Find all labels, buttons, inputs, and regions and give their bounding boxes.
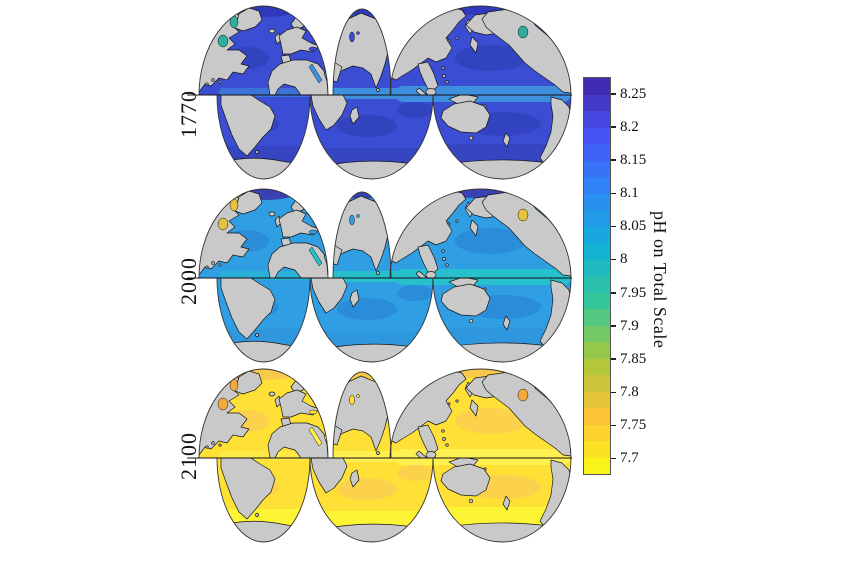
colorbar-band [584, 457, 610, 474]
colorbar-band [584, 144, 610, 161]
colorbar-band [584, 193, 610, 210]
colorbar-tick-label: 8.25 [620, 85, 647, 102]
colorbar-band [584, 160, 610, 177]
colorbar-band [584, 441, 610, 458]
colorbar-band [584, 276, 610, 293]
colorbar-tick-label: 8.1 [620, 185, 639, 202]
colorbar-tick-mark [611, 391, 616, 394]
colorbar-tick-label: 7.75 [620, 417, 647, 434]
colorbar [583, 77, 611, 475]
colorbar-tick-mark [611, 126, 616, 128]
colorbar-band [584, 408, 610, 425]
colorbar-band [584, 375, 610, 392]
colorbar-band [584, 292, 610, 309]
colorbar-band [584, 177, 610, 194]
colorbar-band [584, 325, 610, 342]
colorbar-band [584, 94, 610, 111]
colorbar-tick-label: 7.95 [620, 284, 647, 301]
colorbar-tick-mark [611, 159, 616, 161]
colorbar-tick-label: 7.7 [620, 450, 639, 467]
map-panel-2100 [187, 364, 572, 545]
colorbar-tick-mark [611, 192, 616, 195]
colorbar-band [584, 127, 610, 144]
colorbar-band [584, 259, 610, 276]
colorbar-tick-mark [611, 325, 616, 327]
map-panel-2000 [187, 184, 572, 365]
colorbar-band [584, 342, 610, 359]
colorbar-tick-mark [611, 225, 616, 228]
colorbar-tick-label: 8.2 [620, 118, 639, 135]
colorbar-tick-mark [611, 424, 616, 427]
colorbar-tick-mark [611, 358, 616, 360]
colorbar-band [584, 358, 610, 375]
colorbar-tick-mark [611, 457, 616, 460]
colorbar-tick-label: 7.8 [620, 384, 639, 401]
colorbar-band [584, 309, 610, 326]
world-maps [185, 0, 575, 566]
colorbar-band [584, 243, 610, 260]
colorbar-tick-mark [611, 93, 616, 95]
colorbar-band [584, 226, 610, 243]
colorbar-tick-label: 8.05 [620, 218, 647, 235]
colorbar-band [584, 424, 610, 441]
colorbar-band [584, 111, 610, 128]
colorbar-title: pH on Total Scale [650, 211, 670, 349]
colorbar-band [584, 391, 610, 408]
colorbar-tick-label: 7.9 [620, 317, 639, 334]
colorbar-tick-mark [611, 258, 616, 261]
colorbar-band [584, 210, 610, 227]
colorbar-band [584, 78, 610, 95]
colorbar-tick-mark [611, 292, 616, 294]
map-panel-1770 [187, 1, 572, 182]
colorbar-tick-label: 8 [620, 251, 628, 268]
colorbar-tick-label: 7.85 [620, 350, 647, 367]
colorbar-tick-label: 8.15 [620, 151, 647, 168]
